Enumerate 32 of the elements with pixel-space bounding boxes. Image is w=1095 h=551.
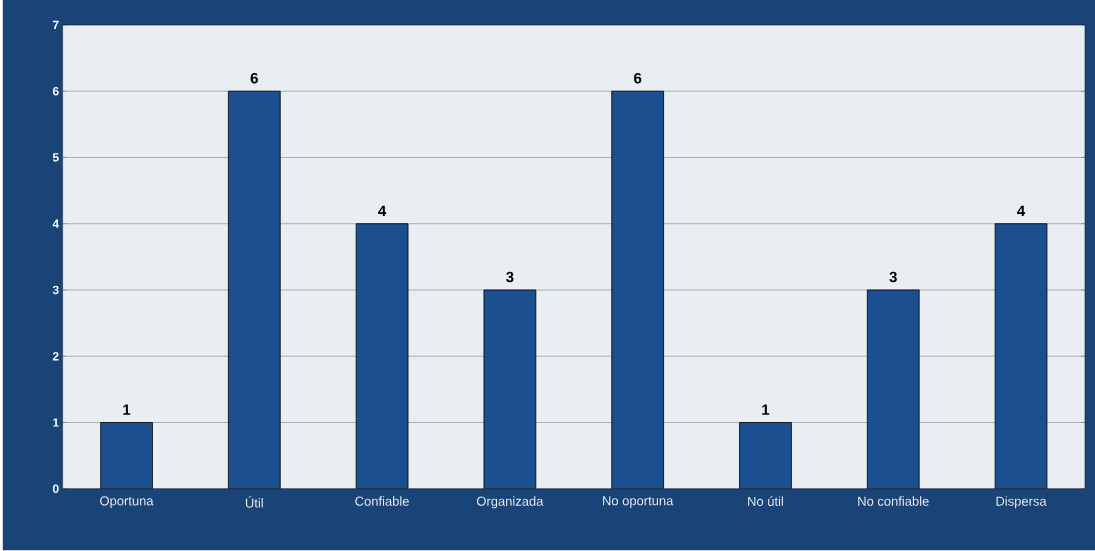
bar (483, 289, 537, 489)
y-tick-label: 5 (52, 153, 59, 162)
bar (739, 422, 792, 489)
x-tick-label: Confiable (355, 496, 409, 506)
bar (355, 223, 409, 489)
y-tick-label: 1 (53, 418, 59, 427)
x-tick-label: No confiable (858, 496, 929, 506)
data-label: 4 (378, 205, 387, 217)
x-tick-label: No útil (748, 496, 783, 507)
bar (611, 91, 665, 489)
data-label: 3 (506, 271, 514, 283)
x-tick-label: Organizada (476, 496, 544, 509)
bar (100, 422, 153, 489)
bar (866, 289, 920, 489)
bar (994, 223, 1048, 489)
data-label: 6 (634, 73, 642, 84)
data-label: 6 (250, 73, 258, 84)
x-tick-label: No oportuna (603, 496, 674, 509)
y-tick-label: 6 (52, 87, 59, 96)
data-label: 1 (762, 404, 770, 415)
data-label: 4 (1017, 205, 1026, 217)
y-tick-label: 3 (52, 285, 59, 295)
x-tick-label: Útil (245, 496, 263, 508)
y-tick-label: 0 (52, 484, 59, 494)
y-tick-label: 7 (52, 21, 59, 30)
x-tick-label: Oportuna (100, 496, 154, 509)
data-label: 1 (123, 404, 131, 415)
y-tick-label: 2 (52, 352, 59, 361)
y-tick-label: 4 (52, 219, 60, 229)
x-tick-label: Dispersa (996, 496, 1047, 509)
data-label: 3 (889, 271, 897, 283)
bar (227, 91, 281, 489)
